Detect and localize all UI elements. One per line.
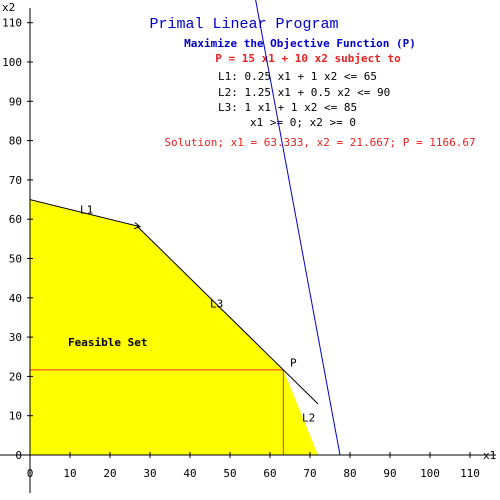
x-tick-label: 70 <box>303 467 316 480</box>
y-tick-label: 10 <box>9 410 22 423</box>
constraint-line-l1 <box>30 199 141 228</box>
y-tick-label: 30 <box>9 331 22 344</box>
chart-title: Primal Linear Program <box>149 16 338 33</box>
x-tick-label: 80 <box>343 467 356 480</box>
nonneg-constraint: x1 >= 0; x2 >= 0 <box>250 116 356 129</box>
x-tick-label: 10 <box>63 467 76 480</box>
solution-text: Solution; x1 = 63.333, x2 = 21.667; P = … <box>164 136 475 149</box>
feasible-set-label: Feasible Set <box>68 336 147 349</box>
line-label-p: P <box>290 357 297 370</box>
x-tick-label: 20 <box>103 467 116 480</box>
line-label-l3: L3 <box>210 298 223 311</box>
x-tick-label: 50 <box>223 467 236 480</box>
l1-arrowhead <box>133 222 142 230</box>
y-tick-label: 60 <box>9 213 22 226</box>
x-axis-label: x1 <box>483 449 496 462</box>
y-tick-label: 80 <box>9 135 22 148</box>
y-tick-label: 50 <box>9 253 22 266</box>
constraint-line-l2 <box>255 0 341 455</box>
feasible-region <box>30 199 318 455</box>
constraint-l3: L3: 1 x1 + 1 x2 <= 85 <box>218 101 357 114</box>
chart-subtitle: Maximize the Objective Function (P) <box>184 37 416 50</box>
axes-layer: 0 10 20 30 40 50 60 70 80 90 100 110 0 10 20 30 40 50 60 70… <box>0 1 496 493</box>
constraint-lines-layer <box>30 0 341 455</box>
y-tick-label: 90 <box>9 95 22 108</box>
y-tick-label: 110 <box>2 17 22 30</box>
constraint-l1: L1: 0.25 x1 + 1 x2 <= 65 <box>218 70 377 83</box>
line-label-l2: L2 <box>302 412 315 425</box>
line-label-l1: L1 <box>80 203 93 216</box>
y-axis-label: x2 <box>2 1 15 14</box>
x-tick-label: 60 <box>263 467 276 480</box>
x-tick-label: 100 <box>420 467 440 480</box>
feasible-region-layer <box>30 199 318 455</box>
solution-guides-layer <box>30 369 284 455</box>
y-tick-label: 100 <box>2 56 22 69</box>
constraint-l2: L2: 1.25 x1 + 0.5 x2 <= 90 <box>218 86 390 99</box>
objective-function: P = 15 x1 + 10 x2 subject to <box>215 52 401 65</box>
x-tick-label: 30 <box>143 467 156 480</box>
labels-layer: L1 L3 P L2 Feasible Set <box>68 203 315 424</box>
y-tick-label: 40 <box>9 292 22 305</box>
y-tick-label: 0 <box>15 449 22 462</box>
y-tick-label: 20 <box>9 370 22 383</box>
x-tick-label: 40 <box>183 467 196 480</box>
y-tick-label: 70 <box>9 174 22 187</box>
constraint-line-l3 <box>136 225 319 405</box>
x-tick-label: 90 <box>383 467 396 480</box>
x-tick-label: 110 <box>460 467 480 480</box>
x-tick-label: 0 <box>27 467 34 480</box>
